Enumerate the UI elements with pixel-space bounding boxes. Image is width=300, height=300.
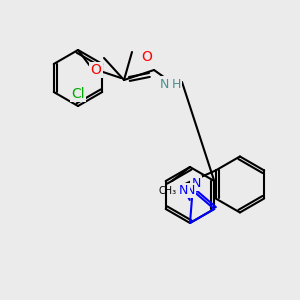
Text: N: N <box>159 77 169 91</box>
Text: N: N <box>191 177 201 190</box>
Text: N: N <box>185 184 195 197</box>
Text: O: O <box>142 50 152 64</box>
Text: O: O <box>91 63 101 77</box>
Text: N: N <box>179 184 189 197</box>
Text: CH₃: CH₃ <box>159 186 177 196</box>
Text: Cl: Cl <box>71 87 85 101</box>
Text: H: H <box>171 77 181 91</box>
